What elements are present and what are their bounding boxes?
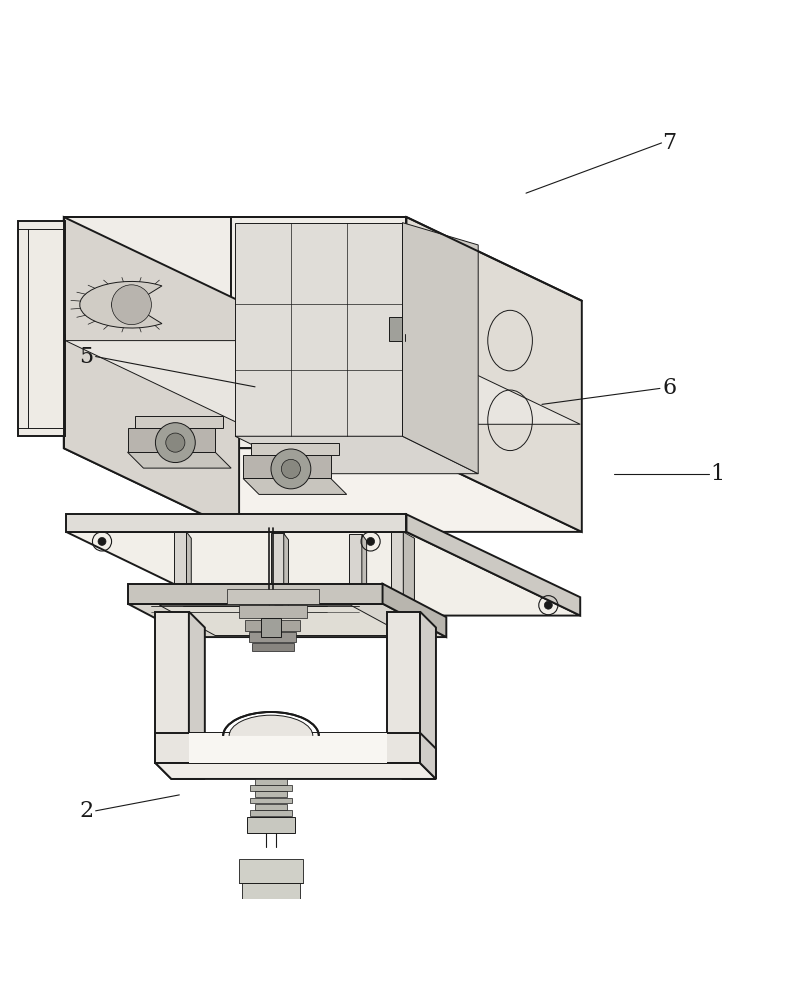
Polygon shape bbox=[389, 317, 402, 341]
Polygon shape bbox=[243, 478, 347, 494]
Polygon shape bbox=[387, 612, 420, 763]
Polygon shape bbox=[189, 612, 205, 779]
Polygon shape bbox=[249, 632, 296, 642]
Polygon shape bbox=[65, 341, 580, 424]
Text: 2: 2 bbox=[79, 800, 93, 822]
Polygon shape bbox=[391, 532, 403, 691]
Polygon shape bbox=[406, 514, 580, 616]
Polygon shape bbox=[250, 823, 292, 828]
Polygon shape bbox=[64, 217, 239, 532]
Polygon shape bbox=[235, 223, 402, 436]
Polygon shape bbox=[250, 810, 292, 816]
Circle shape bbox=[544, 601, 552, 609]
Polygon shape bbox=[255, 779, 287, 785]
Polygon shape bbox=[128, 452, 231, 468]
Polygon shape bbox=[80, 281, 162, 328]
Polygon shape bbox=[245, 620, 300, 631]
Polygon shape bbox=[250, 785, 292, 791]
Polygon shape bbox=[128, 584, 383, 604]
Polygon shape bbox=[135, 416, 223, 428]
Polygon shape bbox=[255, 791, 287, 797]
Polygon shape bbox=[64, 448, 582, 532]
Circle shape bbox=[271, 449, 311, 489]
Polygon shape bbox=[247, 817, 295, 833]
Text: 1: 1 bbox=[710, 463, 724, 485]
Polygon shape bbox=[402, 223, 478, 474]
Polygon shape bbox=[420, 612, 436, 779]
Polygon shape bbox=[159, 605, 406, 635]
Polygon shape bbox=[66, 514, 406, 532]
Polygon shape bbox=[245, 906, 296, 938]
Polygon shape bbox=[18, 221, 65, 436]
Polygon shape bbox=[235, 436, 478, 474]
Polygon shape bbox=[155, 763, 436, 779]
Polygon shape bbox=[250, 798, 292, 803]
Circle shape bbox=[263, 990, 279, 1000]
Polygon shape bbox=[403, 532, 414, 698]
Polygon shape bbox=[284, 533, 289, 624]
Polygon shape bbox=[383, 584, 446, 637]
Polygon shape bbox=[261, 618, 281, 637]
Polygon shape bbox=[155, 612, 189, 763]
Circle shape bbox=[247, 974, 295, 1000]
Polygon shape bbox=[406, 217, 582, 532]
Circle shape bbox=[112, 285, 151, 325]
Polygon shape bbox=[174, 532, 186, 616]
Text: 7: 7 bbox=[662, 132, 677, 154]
Polygon shape bbox=[155, 733, 420, 763]
Polygon shape bbox=[362, 534, 367, 626]
Polygon shape bbox=[251, 443, 339, 455]
Polygon shape bbox=[230, 715, 312, 736]
Polygon shape bbox=[155, 763, 205, 779]
Polygon shape bbox=[243, 455, 331, 478]
Polygon shape bbox=[64, 217, 231, 448]
Polygon shape bbox=[387, 763, 436, 779]
Text: 6: 6 bbox=[662, 377, 677, 399]
Polygon shape bbox=[247, 938, 295, 970]
Polygon shape bbox=[128, 428, 215, 452]
Polygon shape bbox=[128, 604, 446, 637]
Polygon shape bbox=[420, 733, 436, 779]
Circle shape bbox=[281, 459, 300, 478]
Polygon shape bbox=[252, 643, 294, 651]
Polygon shape bbox=[255, 817, 287, 822]
Polygon shape bbox=[247, 966, 295, 978]
Polygon shape bbox=[186, 532, 191, 622]
Circle shape bbox=[367, 537, 375, 545]
Polygon shape bbox=[242, 883, 300, 906]
Circle shape bbox=[98, 537, 106, 545]
Polygon shape bbox=[349, 534, 362, 620]
Circle shape bbox=[275, 601, 283, 609]
Polygon shape bbox=[271, 533, 284, 618]
Polygon shape bbox=[66, 532, 580, 616]
Circle shape bbox=[166, 433, 185, 452]
Polygon shape bbox=[227, 589, 319, 604]
Polygon shape bbox=[231, 217, 406, 448]
Circle shape bbox=[155, 423, 195, 463]
Text: 5: 5 bbox=[79, 346, 93, 368]
Polygon shape bbox=[255, 804, 287, 810]
Polygon shape bbox=[239, 605, 307, 618]
Circle shape bbox=[255, 982, 287, 1000]
Polygon shape bbox=[239, 859, 303, 883]
Polygon shape bbox=[189, 733, 387, 763]
